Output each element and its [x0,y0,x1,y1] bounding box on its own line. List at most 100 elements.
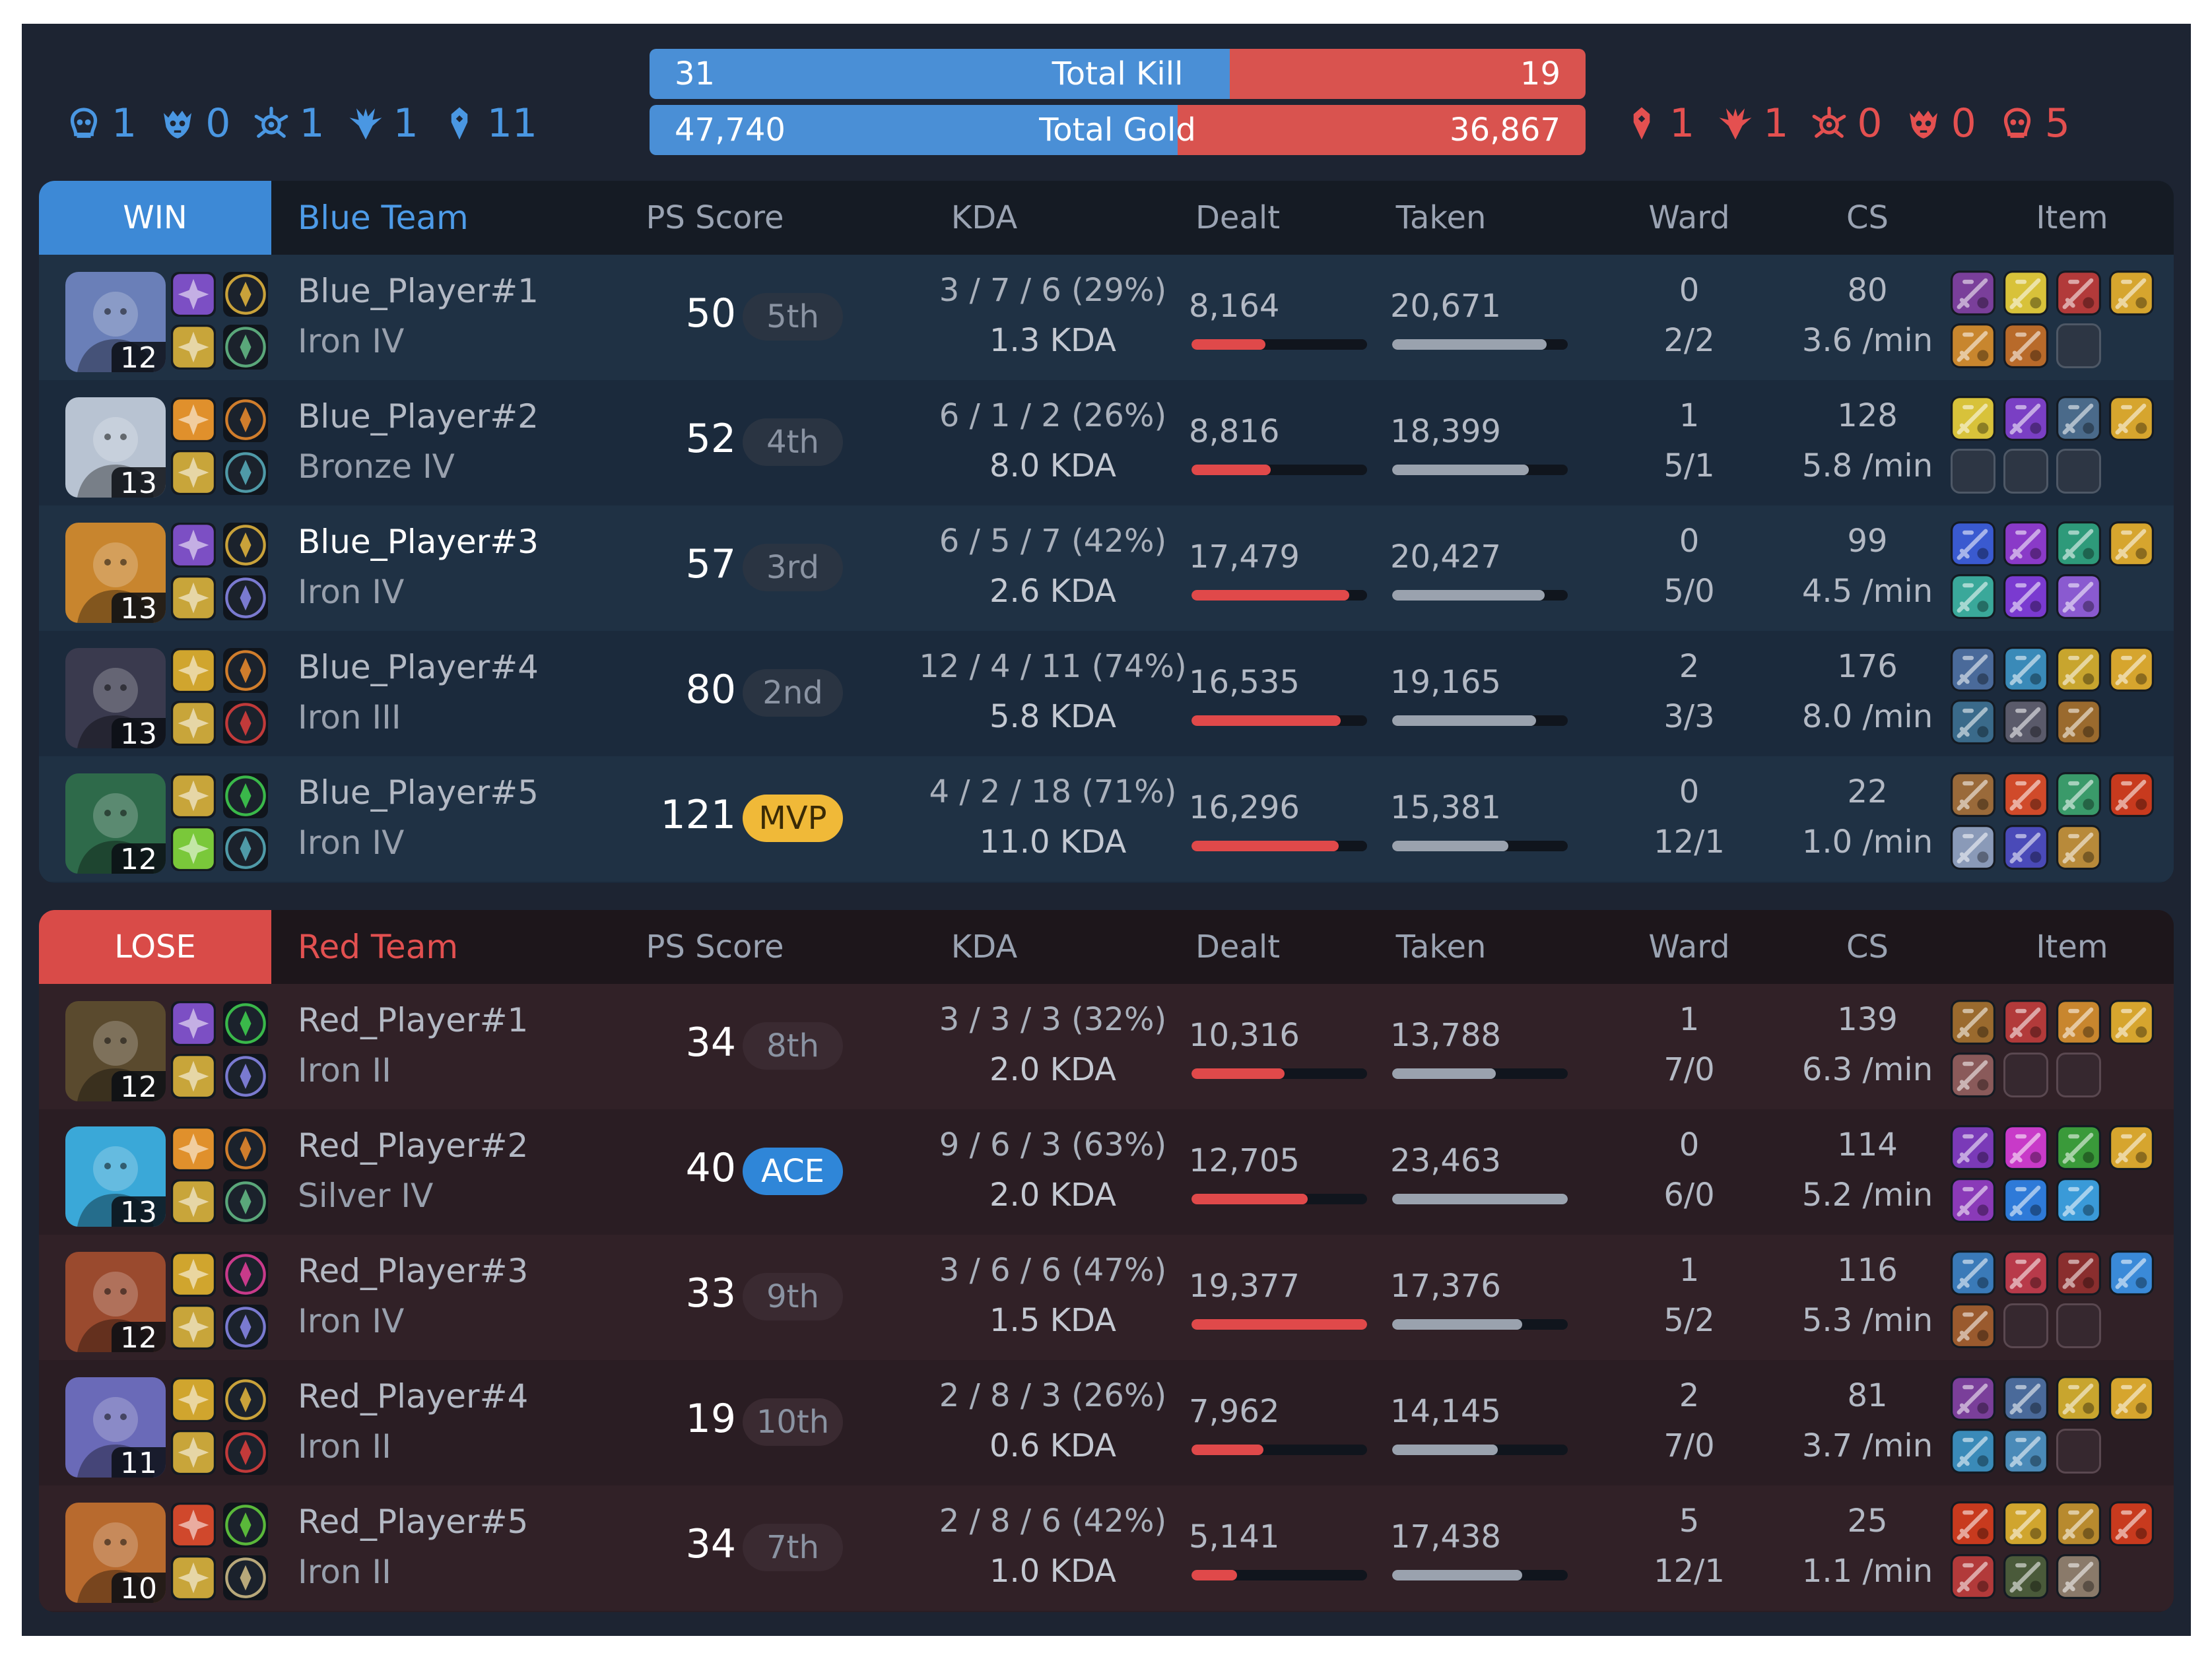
item-slot[interactable] [2003,396,2048,441]
item-slot[interactable] [2003,699,2048,744]
item-icon [2109,521,2154,566]
item-slot[interactable] [1951,1554,1995,1599]
item-slot[interactable] [2109,521,2154,566]
item-slot[interactable] [1951,1000,1995,1045]
item-slot[interactable] [2003,647,2048,692]
item-slot[interactable] [1951,521,1995,566]
item-slot[interactable] [2003,1501,2048,1546]
player-row[interactable]: 13 Blue_Player#2 Bronze IV 52 4th 6 / 1 / 2 (… [39,380,2174,505]
item-slot[interactable] [2109,1376,2154,1421]
item-slot[interactable] [2003,825,2048,870]
item-slot[interactable] [2003,521,2048,566]
item-slot[interactable] [2056,1251,2101,1295]
player-row[interactable]: 12 Blue_Player#5 Iron IV 121 MVP 4 / 2 / 18 (… [39,756,2174,882]
player-name[interactable]: Red_Player#4 [298,1377,529,1415]
item-slot[interactable] [2056,1376,2101,1421]
empty-item-slot[interactable] [2003,1303,2048,1348]
item-slot[interactable] [1951,396,1995,441]
item-slot[interactable] [2003,323,2048,368]
item-icon [2003,521,2048,566]
player-row[interactable]: 12 Blue_Player#1 Iron IV 50 5th 3 / 7 / 6 (29… [39,255,2174,380]
item-slot[interactable] [2056,1178,2101,1223]
ward-detail: 5/2 [1663,1302,1715,1339]
item-slot[interactable] [1951,1251,1995,1295]
item-slot[interactable] [1951,825,1995,870]
item-slot[interactable] [2003,1178,2048,1223]
player-name[interactable]: Blue_Player#2 [298,397,539,436]
empty-item-slot[interactable] [2056,323,2101,368]
empty-item-slot[interactable] [1951,449,1995,494]
empty-item-slot[interactable] [2056,449,2101,494]
item-slot[interactable] [2056,1501,2101,1546]
item-icon [2056,647,2101,692]
item-slot[interactable] [2003,1376,2048,1421]
empty-item-slot[interactable] [2003,1053,2048,1097]
item-slot[interactable] [2109,647,2154,692]
item-slot[interactable] [2056,772,2101,817]
player-row[interactable]: 12 Red_Player#3 Iron IV 33 9th 3 / 6 / 6 (47%… [39,1235,2174,1360]
item-slot[interactable] [1951,271,1995,315]
player-name[interactable]: Red_Player#2 [298,1126,529,1165]
item-slot[interactable] [2056,1000,2101,1045]
item-slot[interactable] [1951,1125,1995,1170]
item-slot[interactable] [1951,699,1995,744]
item-slot[interactable] [2056,271,2101,315]
item-slot[interactable] [2003,1429,2048,1474]
item-slot[interactable] [1951,1053,1995,1097]
empty-item-slot[interactable] [2003,449,2048,494]
item-slot[interactable] [1951,647,1995,692]
player-name[interactable]: Red_Player#5 [298,1503,529,1541]
item-slot[interactable] [2109,1000,2154,1045]
player-row[interactable]: 10 Red_Player#5 Iron II 34 7th 2 / 8 / 6 (42%… [39,1485,2174,1611]
item-slot[interactable] [1951,323,1995,368]
item-slot[interactable] [2056,521,2101,566]
player-name[interactable]: Blue_Player#5 [298,773,539,812]
objective-stat: 1 [1717,104,1788,143]
item-slot[interactable] [2056,647,2101,692]
item-slot[interactable] [2109,1501,2154,1546]
item-slot[interactable] [2056,574,2101,619]
item-slot[interactable] [2109,271,2154,315]
empty-item-slot[interactable] [2056,1053,2101,1097]
item-slot[interactable] [2003,1554,2048,1599]
item-slot[interactable] [2056,699,2101,744]
item-slot[interactable] [2056,1554,2101,1599]
item-icon [1951,271,1995,315]
player-row[interactable]: 13 Blue_Player#3 Iron IV 57 3rd 6 / 5 / 7 (42… [39,505,2174,631]
player-row[interactable]: 13 Blue_Player#4 Iron III 80 2nd 12 / 4 / 11 … [39,631,2174,756]
player-row[interactable]: 11 Red_Player#4 Iron II 19 10th 2 / 8 / 3 (26… [39,1360,2174,1485]
empty-item-slot[interactable] [2056,1429,2101,1474]
item-slot[interactable] [2109,772,2154,817]
item-slot[interactable] [1951,1376,1995,1421]
item-slot[interactable] [2056,825,2101,870]
item-slot[interactable] [1951,574,1995,619]
objective-count: 5 [2044,100,2070,146]
item-slot[interactable] [2003,574,2048,619]
item-slot[interactable] [2056,1125,2101,1170]
item-icon [2003,396,2048,441]
item-slot[interactable] [2003,772,2048,817]
item-slot[interactable] [2003,271,2048,315]
player-row[interactable]: 12 Red_Player#1 Iron II 34 8th 3 / 3 / 3 (32%… [39,984,2174,1109]
empty-item-slot[interactable] [2056,1303,2101,1348]
item-slot[interactable] [1951,1429,1995,1474]
player-name[interactable]: Blue_Player#1 [298,272,539,310]
item-slot[interactable] [2003,1125,2048,1170]
item-icon [1951,1053,1995,1097]
item-slot[interactable] [2109,1251,2154,1295]
player-row[interactable]: 13 Red_Player#2 Silver IV 40 ACE 9 / 6 / 3 (6… [39,1109,2174,1235]
item-slot[interactable] [1951,772,1995,817]
player-name[interactable]: Red_Player#3 [298,1252,529,1290]
item-slot[interactable] [2003,1000,2048,1045]
player-name[interactable]: Blue_Player#3 [298,523,539,561]
player-name[interactable]: Blue_Player#4 [298,648,539,686]
item-slot[interactable] [2056,396,2101,441]
item-slot[interactable] [2109,396,2154,441]
item-slot[interactable] [1951,1501,1995,1546]
item-slot[interactable] [1951,1178,1995,1223]
player-name[interactable]: Red_Player#1 [298,1001,529,1039]
summoner-spell-icon [171,1503,216,1547]
item-slot[interactable] [2109,1125,2154,1170]
item-slot[interactable] [1951,1303,1995,1348]
item-slot[interactable] [2003,1251,2048,1295]
